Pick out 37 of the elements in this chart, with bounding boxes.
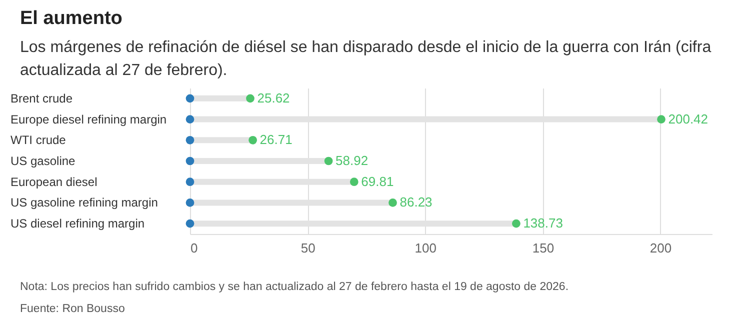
point	[186, 115, 194, 124]
point	[186, 198, 194, 207]
data-label: 25.62	[257, 90, 290, 106]
y-tick-label: WTI crude	[10, 133, 66, 148]
point	[388, 198, 397, 207]
y-tick-label: US gasoline	[10, 154, 76, 168]
text: Nota: Los precios han sufrido cambios y se han actualizado al 27 de febrero hasta el 19 de agosto de 2026.	[20, 280, 569, 295]
data-label: 200.42	[668, 111, 708, 126]
y-tick-label: US diesel refining margin	[10, 216, 145, 231]
x-tick-label: 0	[190, 240, 198, 256]
y-tick-label: Europe diesel refining margin	[10, 112, 167, 126]
y-tick-label: European diesel	[10, 174, 98, 189]
data-label: 58.92	[336, 153, 368, 168]
point	[186, 156, 194, 166]
y-tick-label: US gasoline refining margin	[10, 196, 158, 210]
data-label: 86.23	[400, 194, 432, 210]
point	[324, 156, 333, 166]
data-label: 138.73	[523, 216, 563, 231]
point	[657, 115, 666, 124]
point	[186, 136, 194, 144]
point	[512, 219, 520, 228]
point	[186, 94, 194, 103]
chart-title: El aumento	[20, 8, 122, 30]
x-tick-label: 150	[532, 240, 554, 256]
point	[248, 136, 257, 144]
data-label: 69.81	[361, 174, 394, 189]
y-tick-label: Brent crude	[10, 91, 73, 106]
chart-subtitle: Los márgenes de refinación de diésel se han disparado desde el inicio de la guerra con Irán (cifra actualizada al 27 de febrero).	[20, 38, 712, 81]
x-tick-label: 50	[300, 240, 316, 256]
data-label: 26.71	[260, 132, 292, 148]
point	[350, 178, 358, 186]
x-tick-label: 100	[414, 240, 436, 256]
source-note: Fuente: Ron Bousso	[20, 302, 126, 317]
point	[186, 219, 194, 228]
point	[186, 178, 194, 186]
point	[246, 94, 254, 103]
x-tick-label: 200	[650, 240, 672, 256]
